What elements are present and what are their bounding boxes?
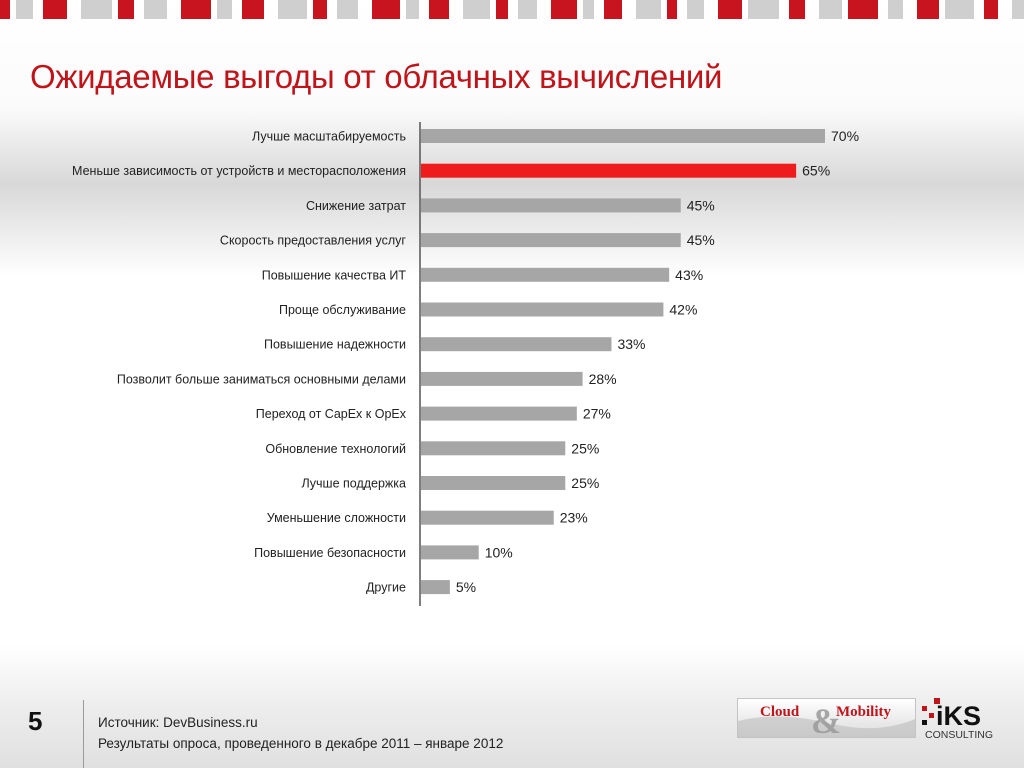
strip-segment [181, 0, 211, 19]
strip-segment [667, 0, 677, 19]
value-label: 70% [831, 128, 859, 144]
bar [421, 545, 479, 560]
category-label: Повышение качества ИТ [262, 268, 407, 282]
bar [421, 337, 612, 352]
svg-text:Mobility: Mobility [836, 704, 891, 720]
source-line: Источник: DevBusiness.ru [98, 715, 258, 730]
decorative-top-strip [0, 0, 1024, 19]
value-label: 65% [802, 163, 830, 179]
footer-divider [83, 700, 84, 768]
value-label: 5% [456, 579, 476, 595]
category-label: Снижение затрат [306, 199, 406, 213]
strip-segment [43, 0, 67, 19]
strip-segment [789, 0, 805, 19]
value-label: 42% [669, 302, 697, 318]
benefits-bar-chart: Лучше масштабируемость 70% Меньше зависимо… [72, 122, 859, 606]
strip-segment [496, 0, 508, 19]
strip-segment [687, 0, 704, 19]
page-number: 5 [28, 706, 43, 736]
strip-segment [583, 0, 594, 19]
strip-segment [81, 0, 112, 19]
cloud-mobility-logo-art: & Cloud Mobility [738, 701, 915, 737]
strip-segment [372, 0, 400, 19]
strip-segment [636, 0, 661, 19]
category-label: Лучше поддержка [301, 477, 406, 491]
category-label: Обновление технологий [265, 442, 406, 456]
bar [421, 233, 681, 248]
strip-segment [848, 0, 878, 19]
bar [421, 129, 825, 143]
value-label: 45% [687, 232, 715, 248]
bar [421, 267, 670, 282]
strip-segment [242, 0, 264, 19]
bar-highlighted [421, 163, 797, 178]
category-label: Лучше масштабируемость [252, 130, 406, 144]
svg-text:Cloud: Cloud [760, 704, 800, 720]
bar [421, 302, 664, 317]
strip-segment [748, 0, 779, 19]
value-label: 27% [583, 406, 611, 422]
cloud-mobility-logo: & Cloud Mobility [737, 698, 916, 738]
strip-segment [337, 0, 358, 19]
strip-segment [718, 0, 742, 19]
category-label: Повышение безопасности [254, 546, 406, 560]
bar [421, 406, 577, 421]
strip-segment [118, 0, 134, 19]
strip-segment [278, 0, 307, 19]
strip-segment [819, 0, 842, 19]
strip-segment [313, 0, 327, 19]
strip-segment [551, 0, 577, 19]
category-label: Уменьшение сложности [267, 511, 406, 525]
value-label: 25% [571, 440, 599, 456]
survey-line: Результаты опроса, проведенного в декабр… [98, 736, 504, 751]
strip-segment [888, 0, 903, 19]
strip-segment [0, 0, 10, 19]
strip-segment [1012, 0, 1024, 19]
strip-segment [406, 0, 419, 19]
svg-text:iKS: iKS [936, 701, 981, 731]
category-label: Меньше зависимость от устройств и местор… [72, 164, 406, 178]
category-label: Другие [366, 581, 406, 595]
iks-consulting-logo: iKS CONSULTING [920, 694, 1000, 742]
value-label: 33% [617, 336, 645, 352]
category-label: Позволит больше заниматься основными дел… [117, 372, 406, 386]
bar [421, 441, 566, 456]
strip-segment [984, 0, 998, 19]
value-label: 28% [589, 371, 617, 387]
strip-segment [144, 0, 167, 19]
strip-segment [604, 0, 622, 19]
category-label: Проще обслуживание [279, 303, 406, 317]
iks-consulting-logo-art: iKS CONSULTING [922, 698, 993, 741]
bar [421, 580, 450, 595]
slide-title: Ожидаемые выгоды от облачных вычислений [30, 58, 723, 95]
value-label: 23% [560, 510, 588, 526]
bar [421, 371, 583, 386]
strip-segment [463, 0, 490, 19]
category-label: Скорость предоставления услуг [220, 234, 407, 248]
bar [421, 510, 554, 525]
source-note: Источник: DevBusiness.ru Результаты опро… [98, 712, 503, 754]
strip-segment [917, 0, 939, 19]
category-label: Переход от CapEx к OpEx [256, 407, 407, 421]
strip-segment [429, 0, 449, 19]
svg-text:&: & [811, 701, 841, 737]
value-label: 25% [571, 475, 599, 491]
value-label: 45% [687, 197, 715, 213]
value-label: 10% [485, 544, 513, 560]
svg-text:CONSULTING: CONSULTING [925, 729, 993, 741]
strip-segment [217, 0, 232, 19]
bar [421, 476, 566, 490]
bar [421, 198, 681, 213]
category-label: Повышение надежности [264, 338, 406, 352]
strip-segment [945, 0, 974, 19]
value-label: 43% [675, 267, 703, 283]
strip-segment [518, 0, 537, 19]
strip-segment [16, 0, 33, 19]
